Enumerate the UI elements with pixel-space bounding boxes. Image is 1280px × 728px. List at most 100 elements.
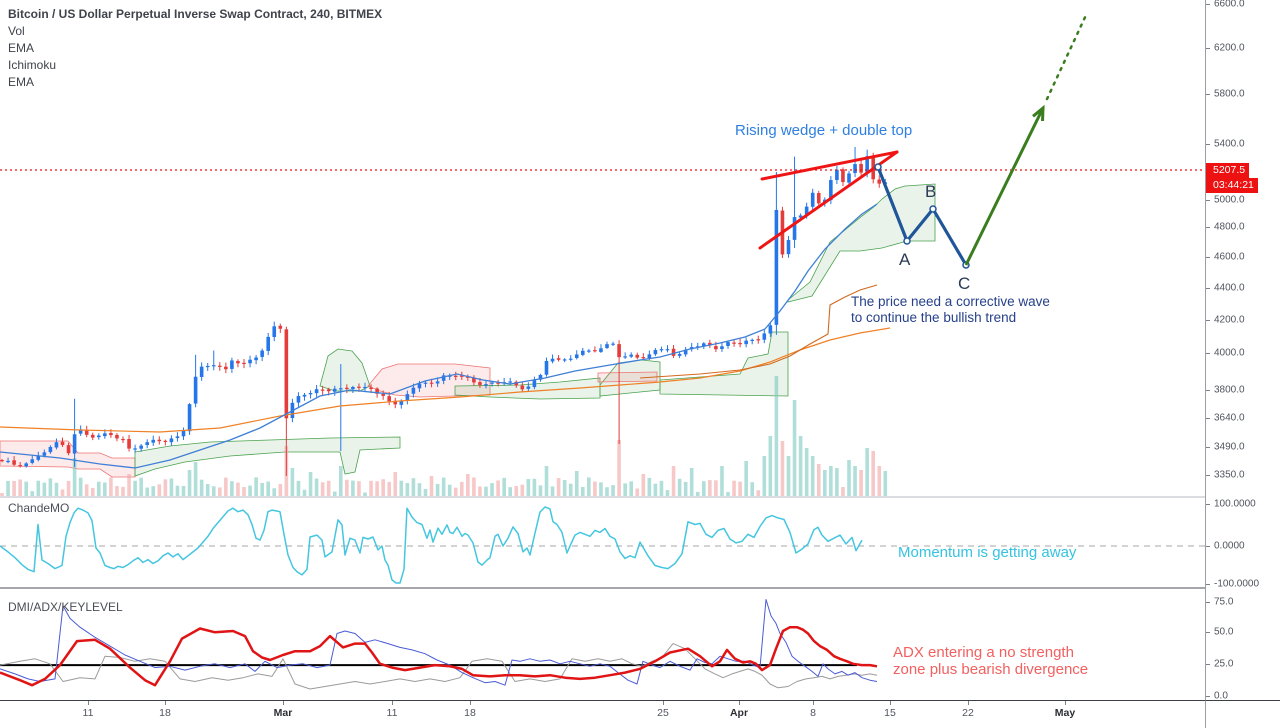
candle-body bbox=[115, 434, 119, 439]
price-tick-label: 3640.0 bbox=[1214, 412, 1245, 424]
volume-bar bbox=[272, 488, 277, 496]
candle-body bbox=[339, 388, 343, 390]
volume-bar bbox=[115, 486, 119, 496]
volume-bar bbox=[169, 478, 174, 496]
projection-dotted-line bbox=[1045, 11, 1089, 101]
candle-body bbox=[66, 445, 71, 454]
indicator-label-vol[interactable]: Vol bbox=[8, 24, 25, 38]
momentum-tick-label: 100.0000 bbox=[1214, 498, 1256, 510]
candle-body bbox=[103, 433, 107, 437]
candle-body bbox=[345, 387, 349, 389]
volume-bar bbox=[54, 482, 59, 496]
annotation-momentum[interactable]: Momentum is getting away bbox=[898, 544, 1077, 561]
volume-bar bbox=[556, 478, 561, 496]
price-tick-label: 5800.0 bbox=[1214, 88, 1245, 100]
price-tick-label: 5000.0 bbox=[1214, 194, 1245, 206]
volume-bar bbox=[629, 481, 633, 496]
time-tick-label: 18 bbox=[464, 707, 476, 719]
volume-bar bbox=[732, 480, 736, 496]
volume-bar bbox=[133, 480, 137, 496]
momentum-tick-label: -100.0000 bbox=[1214, 578, 1260, 590]
axis-tick-mark bbox=[1206, 475, 1210, 476]
time-tick-label: 11 bbox=[82, 707, 94, 719]
candle-body bbox=[218, 365, 222, 367]
ema-blue-line bbox=[0, 203, 878, 469]
momentum-panel-label[interactable]: ChandeMO bbox=[8, 501, 70, 515]
time-tick-mark bbox=[1065, 701, 1066, 705]
volume-bar bbox=[538, 485, 543, 496]
wave-point-a-label: A bbox=[899, 250, 911, 269]
volume-bar bbox=[72, 458, 77, 496]
volume-bar bbox=[738, 481, 742, 496]
volume-bar bbox=[665, 490, 670, 496]
candle-body bbox=[466, 376, 470, 378]
candle-body bbox=[441, 375, 446, 381]
volume-bar bbox=[756, 490, 761, 496]
time-tick-mark bbox=[470, 701, 471, 705]
volume-bar bbox=[363, 492, 367, 496]
candle-body bbox=[478, 382, 482, 385]
candle-body bbox=[169, 438, 174, 443]
time-tick-mark bbox=[739, 701, 740, 705]
candle-body bbox=[163, 440, 168, 443]
candle-body bbox=[641, 357, 646, 359]
volume-bar bbox=[254, 477, 258, 496]
candle-body bbox=[278, 325, 283, 329]
candle-body bbox=[786, 240, 791, 255]
candle-body bbox=[653, 349, 658, 355]
volume-bar bbox=[36, 480, 41, 496]
volume-bar bbox=[466, 474, 470, 496]
axis-tick-mark bbox=[1206, 257, 1210, 258]
volume-bar bbox=[296, 480, 301, 496]
volume-bar bbox=[302, 489, 307, 496]
time-tick-mark bbox=[392, 701, 393, 705]
annotation-adx-line1: ADX entering a no strength bbox=[893, 644, 1074, 661]
candle-body bbox=[429, 382, 434, 384]
time-tick-label: 15 bbox=[884, 707, 896, 719]
annotation-corrective-wave[interactable]: The price need a corrective wave to cont… bbox=[851, 294, 1050, 326]
price-tick-label: 4000.0 bbox=[1214, 347, 1245, 359]
dmi-panel-label[interactable]: DMI/ADX/KEYLEVEL bbox=[8, 600, 123, 614]
candle-body bbox=[490, 382, 494, 384]
chart-plot-svg[interactable] bbox=[0, 0, 1205, 728]
volume-bar bbox=[423, 489, 428, 496]
candle-body bbox=[859, 164, 863, 173]
volume-bar bbox=[780, 441, 785, 496]
candle-body bbox=[538, 374, 543, 380]
time-tick-label: 18 bbox=[159, 707, 171, 719]
candle-body bbox=[574, 354, 579, 359]
time-axis[interactable]: 11 18 Mar 11 18 25 Apr 8 15 22 May bbox=[0, 700, 1205, 728]
price-axis[interactable]: 5207.5 03:44:21 6600.0 6200.0 5800.0 5400.0… bbox=[1205, 0, 1280, 702]
candle-body bbox=[393, 400, 398, 405]
candle-body bbox=[562, 359, 567, 361]
volume-bar bbox=[562, 479, 567, 496]
annotation-adx[interactable]: ADX entering a no strength zone plus bea… bbox=[893, 644, 1088, 678]
candle-body bbox=[611, 343, 615, 345]
volume-bar bbox=[60, 489, 65, 496]
volume-bar bbox=[187, 470, 192, 496]
indicator-label-ema2[interactable]: EMA bbox=[8, 75, 35, 89]
candle-body bbox=[435, 381, 440, 384]
candle-body bbox=[266, 336, 270, 351]
candle-body bbox=[677, 353, 682, 356]
volume-bar bbox=[829, 466, 833, 496]
volume-bar bbox=[236, 482, 240, 496]
volume-bar bbox=[429, 476, 434, 496]
candle-body bbox=[387, 396, 391, 402]
volume-bar bbox=[127, 474, 131, 496]
candle-body bbox=[762, 333, 767, 340]
axis-tick-mark bbox=[1206, 447, 1210, 448]
annotation-rising-wedge[interactable]: Rising wedge + double top bbox=[735, 122, 913, 139]
time-tick-mark bbox=[813, 701, 814, 705]
volume-bar bbox=[6, 480, 10, 496]
volume-bar bbox=[405, 483, 410, 496]
indicator-label-ichimoku[interactable]: Ichimoku bbox=[8, 58, 57, 72]
volume-bar bbox=[78, 477, 83, 496]
volume-bar bbox=[823, 470, 827, 496]
volume-bar bbox=[550, 486, 555, 496]
candle-body bbox=[242, 362, 246, 365]
indicator-label-ema1[interactable]: EMA bbox=[8, 41, 35, 55]
axis-tick-mark bbox=[1206, 546, 1210, 547]
candle-body bbox=[12, 460, 16, 465]
volume-bar bbox=[774, 376, 779, 496]
